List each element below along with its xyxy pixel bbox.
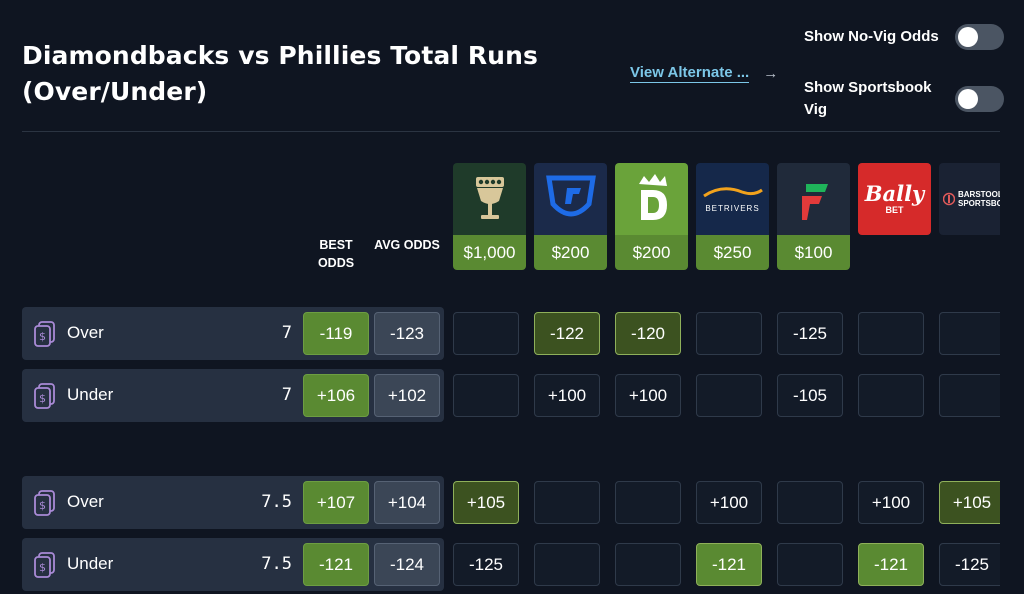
odds-cell[interactable] bbox=[696, 374, 762, 417]
market-line-value: 7 bbox=[281, 385, 292, 405]
odds-cell[interactable]: +100 bbox=[615, 374, 681, 417]
sportsbook-fanatics[interactable]: $100 bbox=[777, 163, 850, 270]
wager-slip-icon: $ bbox=[34, 321, 55, 347]
market-line-value: 7 bbox=[281, 323, 292, 343]
market-side-label: Over bbox=[67, 323, 104, 342]
avg-odds-header: AVG ODDS bbox=[374, 238, 440, 252]
odds-cell[interactable] bbox=[939, 374, 1000, 417]
avg-odds-cell: -123 bbox=[374, 312, 440, 355]
fanduel-shield-icon bbox=[534, 163, 607, 235]
odds-cell[interactable]: -125 bbox=[939, 543, 1000, 586]
bally-logo-text: Bally bbox=[864, 181, 925, 206]
odds-cell[interactable]: -120 bbox=[615, 312, 681, 355]
odds-cell[interactable]: -105 bbox=[777, 374, 843, 417]
market-side-label: Over bbox=[67, 492, 104, 511]
sportsbook-draftkings[interactable]: $200 bbox=[615, 163, 688, 270]
market-row-under-7-5: $ Under 7.5 bbox=[22, 538, 444, 591]
sportsbook-bonus: $250 bbox=[696, 235, 769, 270]
barstool-logo-icon: BARSTOOL SPORTSBOOK bbox=[939, 163, 1000, 235]
wager-slip-icon: $ bbox=[34, 552, 55, 578]
market-row-under-7: $ Under 7 bbox=[22, 369, 444, 422]
odds-cell[interactable]: +100 bbox=[696, 481, 762, 524]
sportsbook-bonus: $100 bbox=[777, 235, 850, 270]
page-title: Diamondbacks vs Phillies Total Runs (Ove… bbox=[22, 41, 538, 106]
odds-cell[interactable] bbox=[777, 481, 843, 524]
view-alternate-label: View Alternate ... bbox=[630, 64, 750, 83]
market-row-over-7: $ Over 7 bbox=[22, 307, 444, 360]
odds-cell[interactable] bbox=[858, 374, 924, 417]
odds-cell[interactable] bbox=[939, 312, 1000, 355]
market-row-over-7-5: $ Over 7.5 bbox=[22, 476, 444, 529]
avg-odds-cell: +104 bbox=[374, 481, 440, 524]
odds-cell[interactable]: +105 bbox=[453, 481, 519, 524]
sportsbook-betrivers[interactable]: BETRIVERS $250 bbox=[696, 163, 769, 270]
odds-cell[interactable]: -121 bbox=[696, 543, 762, 586]
sportsbook-bonus: $200 bbox=[615, 235, 688, 270]
odds-cell[interactable]: +100 bbox=[858, 481, 924, 524]
sportsbook-bally-bet[interactable]: Bally BET bbox=[858, 163, 931, 235]
vig-toggle-row: Show Sportsbook Vig bbox=[804, 77, 1004, 121]
bally-bet-logo-icon: Bally BET bbox=[858, 163, 931, 235]
best-odds-cell[interactable]: -119 bbox=[303, 312, 369, 355]
no-vig-label: Show No-Vig Odds bbox=[804, 28, 939, 45]
toggle-knob bbox=[958, 89, 978, 109]
avg-odds-cell: -124 bbox=[374, 543, 440, 586]
toggle-knob bbox=[958, 27, 978, 47]
svg-text:$: $ bbox=[39, 330, 46, 343]
sportsbook-header-strip: $1,000 $200 $200 BETRIVERS $250 bbox=[453, 163, 1000, 273]
svg-text:$: $ bbox=[39, 499, 46, 512]
sportsbook-vig-toggle[interactable] bbox=[955, 86, 1004, 112]
sportsbook-bonus: $1,000 bbox=[453, 235, 526, 270]
sportsbook-bonus: $200 bbox=[534, 235, 607, 270]
sportsbook-barstool[interactable]: BARSTOOL SPORTSBOOK bbox=[939, 163, 1000, 235]
sportsbook-odds-grid: -122 -120 -125 +100 +100 -105 +105 +100 … bbox=[453, 300, 1000, 594]
svg-text:$: $ bbox=[39, 392, 46, 405]
market-side-label: Under bbox=[67, 385, 114, 404]
barstool-logo-text: BARSTOOL bbox=[958, 190, 1000, 199]
header-divider bbox=[22, 131, 1000, 132]
sportsbook-chalice[interactable]: $1,000 bbox=[453, 163, 526, 270]
best-odds-cell[interactable]: +107 bbox=[303, 481, 369, 524]
odds-cell[interactable] bbox=[534, 481, 600, 524]
odds-cell[interactable] bbox=[453, 312, 519, 355]
wager-slip-icon: $ bbox=[34, 383, 55, 409]
sportsbook-vig-label: Show Sportsbook Vig bbox=[804, 79, 932, 118]
betrivers-logo-icon: BETRIVERS bbox=[696, 163, 769, 235]
odds-cell[interactable] bbox=[858, 312, 924, 355]
odds-cell[interactable]: -125 bbox=[453, 543, 519, 586]
bally-bet-logo-text: BET bbox=[885, 205, 904, 215]
odds-cell[interactable]: +105 bbox=[939, 481, 1000, 524]
odds-cell[interactable]: -121 bbox=[858, 543, 924, 586]
wager-slip-icon: $ bbox=[34, 490, 55, 516]
arrow-right-icon: → bbox=[763, 65, 779, 82]
odds-cell[interactable] bbox=[453, 374, 519, 417]
draftkings-crown-icon bbox=[615, 163, 688, 235]
odds-cell[interactable] bbox=[696, 312, 762, 355]
best-odds-cell[interactable]: -121 bbox=[303, 543, 369, 586]
view-alternate-link[interactable]: View Alternate ... → bbox=[630, 64, 778, 83]
odds-cell[interactable]: +100 bbox=[534, 374, 600, 417]
odds-cell[interactable] bbox=[615, 481, 681, 524]
avg-odds-cell: +102 bbox=[374, 374, 440, 417]
no-vig-toggle[interactable] bbox=[955, 24, 1004, 50]
odds-cell[interactable]: -122 bbox=[534, 312, 600, 355]
fanatics-flag-icon bbox=[777, 163, 850, 235]
market-side-label: Under bbox=[67, 554, 114, 573]
sportsbook-fanduel[interactable]: $200 bbox=[534, 163, 607, 270]
no-vig-toggle-row: Show No-Vig Odds bbox=[804, 24, 1004, 50]
chalice-trophy-icon bbox=[453, 163, 526, 235]
best-odds-header: BEST ODDS bbox=[317, 238, 355, 270]
market-line-value: 7.5 bbox=[261, 554, 292, 574]
odds-cell[interactable] bbox=[534, 543, 600, 586]
odds-cell[interactable] bbox=[777, 543, 843, 586]
market-line-value: 7.5 bbox=[261, 492, 292, 512]
odds-cell[interactable] bbox=[615, 543, 681, 586]
svg-text:$: $ bbox=[39, 561, 46, 574]
barstool-logo-subtext: SPORTSBOOK bbox=[958, 199, 1000, 208]
betrivers-logo-text: BETRIVERS bbox=[705, 203, 760, 213]
odds-cell[interactable]: -125 bbox=[777, 312, 843, 355]
best-odds-cell[interactable]: +106 bbox=[303, 374, 369, 417]
